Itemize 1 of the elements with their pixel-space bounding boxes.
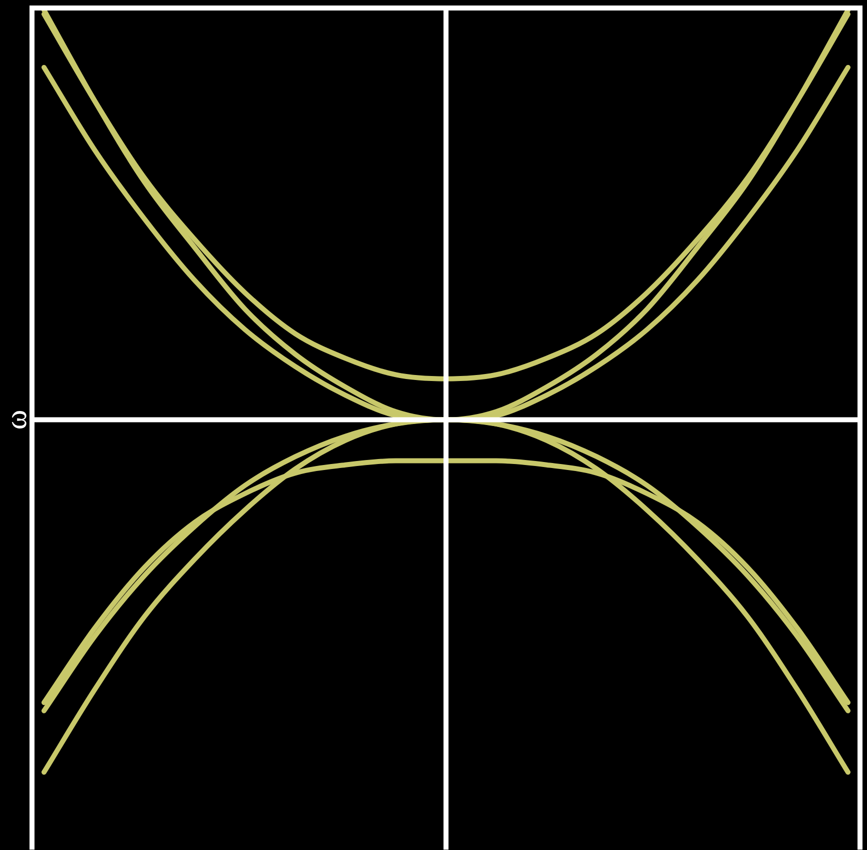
y-axis-title: ω [0, 410, 33, 430]
